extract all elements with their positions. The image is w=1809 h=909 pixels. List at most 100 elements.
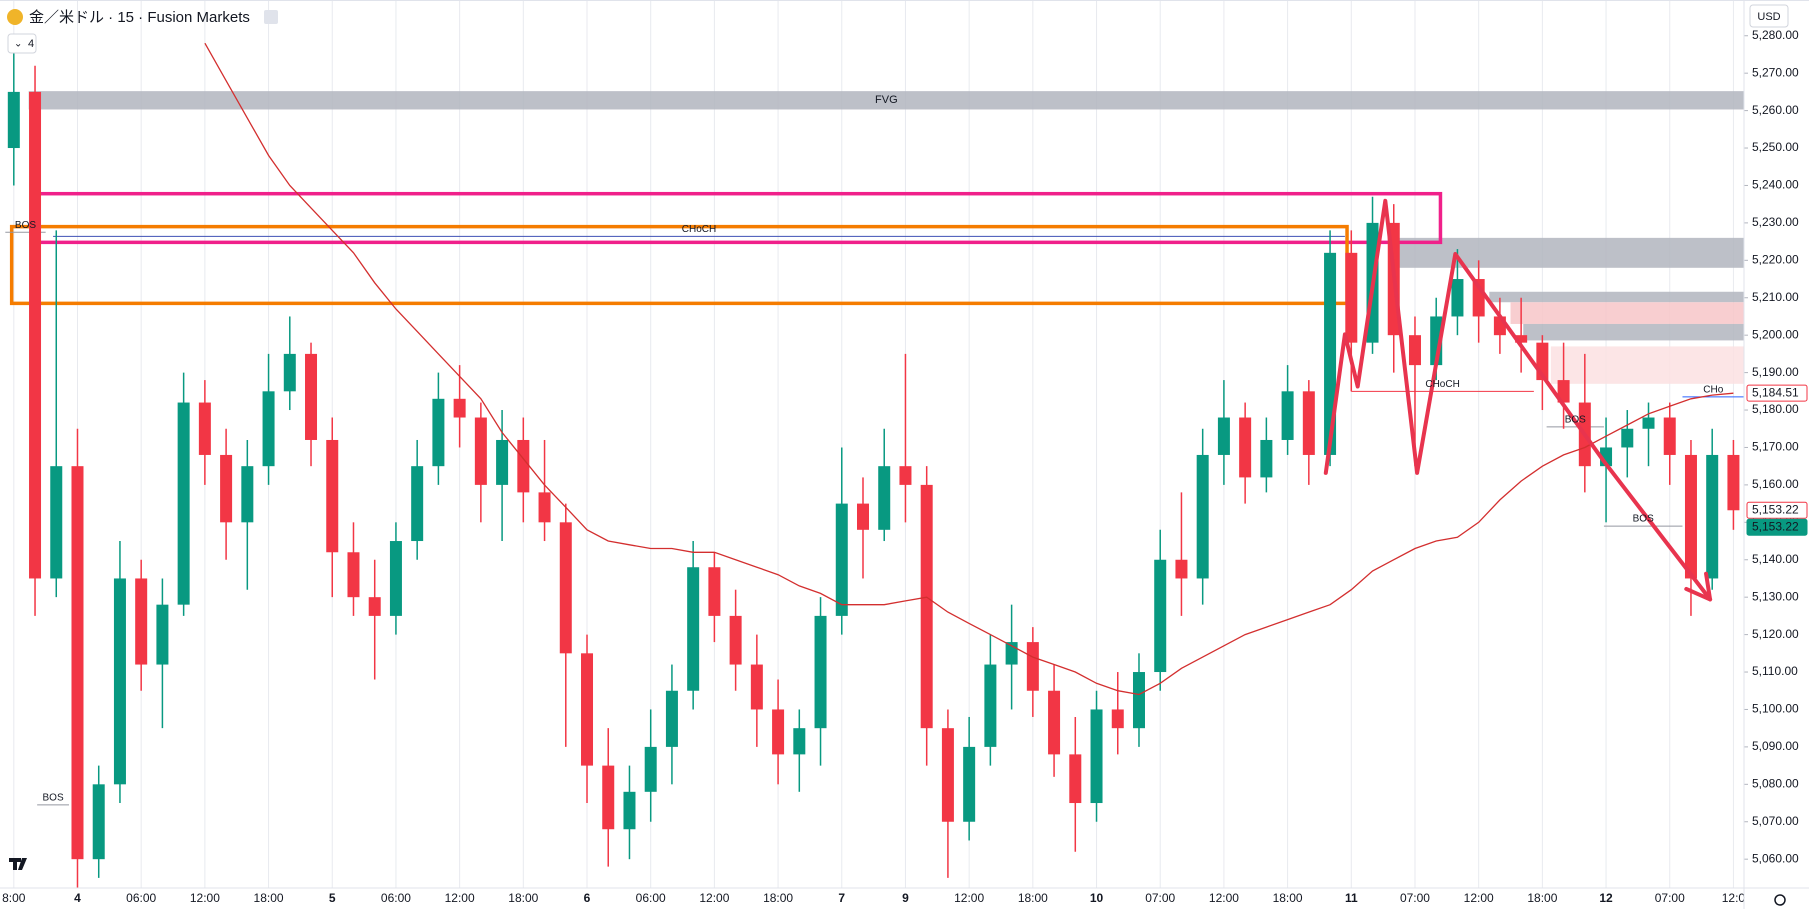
y-tick-label: 5,220.00: [1752, 252, 1799, 266]
candle-body: [857, 503, 869, 530]
candle-body: [1557, 380, 1570, 403]
candle-body: [665, 690, 678, 747]
x-tick-label: 12:00: [1464, 891, 1494, 905]
candle-body: [708, 567, 721, 616]
indicator-toggle[interactable]: [7, 33, 37, 54]
x-tick-label: 06:00: [636, 891, 666, 905]
x-tick-label: 6: [584, 891, 591, 905]
structure-label: BOS: [15, 220, 36, 231]
y-tick-label: 5,190.00: [1752, 365, 1799, 379]
candle-body: [453, 398, 466, 418]
y-tick-label: 5,100.00: [1752, 702, 1799, 716]
currency-button[interactable]: [1749, 4, 1789, 28]
structure-label: BOS: [1565, 415, 1586, 426]
y-tick-label: 5,080.00: [1752, 776, 1799, 790]
candle-body: [1663, 417, 1676, 455]
price-label: 5,153.22: [1752, 502, 1799, 516]
structure-label: BOS: [43, 793, 64, 804]
candle-body: [347, 552, 360, 598]
zone: [1489, 291, 1744, 303]
y-tick-label: 5,140.00: [1752, 552, 1799, 566]
candle-body: [920, 484, 933, 729]
y-tick-label: 5,210.00: [1752, 290, 1799, 304]
x-tick-label: 18:00: [1527, 891, 1557, 905]
x-tick-label: 18:00: [1018, 891, 1048, 905]
y-tick-label: 5,250.00: [1752, 140, 1799, 154]
candle-body: [1706, 454, 1719, 579]
candle-body: [538, 492, 551, 523]
overlay: 5,060.00 5,070.00 5,080.00 5,090.00 5,100.00…: [2, 28, 1808, 905]
y-tick-label: 5,090.00: [1752, 739, 1799, 753]
x-tick-label: 07:00: [1400, 891, 1430, 905]
x-tick-label: 12:00: [1209, 891, 1239, 905]
candle-body: [220, 454, 233, 523]
x-tick-label: 18:00: [1273, 891, 1303, 905]
candle-body: [474, 417, 487, 485]
candle-body: [50, 466, 63, 579]
candle-body: [283, 353, 296, 392]
settings-icon[interactable]: [1774, 894, 1786, 906]
y-tick-label: 5,070.00: [1752, 814, 1799, 828]
zone: [1523, 323, 1744, 341]
candle-body: [1515, 335, 1528, 343]
structure-label: CHoCH: [682, 224, 716, 235]
top-border: [0, 0, 1809, 1]
candle-body: [1642, 417, 1655, 429]
candle-body: [750, 664, 763, 710]
structure-label: CHoCH: [1425, 379, 1459, 390]
x-tick-label: 12:00: [699, 891, 729, 905]
x-tick-label: 12:00: [954, 891, 984, 905]
candle-body: [772, 709, 785, 755]
y-tick-label: 5,180.00: [1752, 402, 1799, 416]
candle-body: [1302, 391, 1315, 455]
candle-body: [963, 746, 976, 822]
symbol-title: 金／米ドル · 15 · Fusion Markets: [29, 9, 250, 26]
candle-body: [1026, 642, 1039, 691]
candle-body: [517, 439, 530, 493]
candle-body: [1175, 559, 1188, 579]
candle-body: [135, 578, 148, 665]
candle-body: [1684, 454, 1697, 579]
x-tick-label: 18:00: [508, 891, 538, 905]
y-tick-label: 5,200.00: [1752, 327, 1799, 341]
candle-body: [29, 91, 42, 579]
plot-area: FVG: [5, 35, 1744, 888]
candle-body: [835, 503, 848, 616]
candle-body: [559, 522, 572, 654]
candle-body: [1727, 454, 1740, 511]
candle-body: [581, 653, 594, 766]
candle-body: [156, 604, 169, 665]
zone: [1389, 237, 1744, 268]
candle-body: [71, 466, 84, 860]
candle-body: [1324, 252, 1337, 455]
x-tick-label: 9: [902, 891, 909, 905]
y-tick-label: 5,280.00: [1752, 28, 1799, 42]
x-tick-label: 18:00: [763, 891, 793, 905]
price-label-box: [1746, 384, 1808, 402]
y-tick-label: 5,230.00: [1752, 215, 1799, 229]
x-tick-label: 06:00: [381, 891, 411, 905]
candle-body: [1217, 417, 1230, 455]
x-tick-label: 12:0: [1722, 891, 1746, 905]
candle-body: [1281, 391, 1294, 440]
candle-body: [496, 439, 509, 485]
toggle-chevron: ⌄: [14, 39, 22, 50]
zone: [1510, 302, 1744, 324]
arrow-head: [1684, 571, 1713, 602]
y-tick-label: 5,260.00: [1752, 103, 1799, 117]
x-tick-label: 8:00: [2, 891, 26, 905]
candle-body: [1069, 754, 1082, 804]
x-tick-label: 18:00: [254, 891, 284, 905]
candle-body: [1345, 252, 1358, 343]
price-label-box: [1746, 501, 1808, 519]
x-tick-label: 12: [1599, 891, 1613, 905]
candle-body: [941, 728, 954, 822]
candle-body: [1239, 417, 1252, 478]
candle-body: [241, 466, 254, 523]
menu-button[interactable]: [264, 10, 278, 24]
tv-logo: [9, 858, 27, 870]
x-tick-label: 10: [1090, 891, 1104, 905]
candle-body: [1154, 559, 1167, 673]
